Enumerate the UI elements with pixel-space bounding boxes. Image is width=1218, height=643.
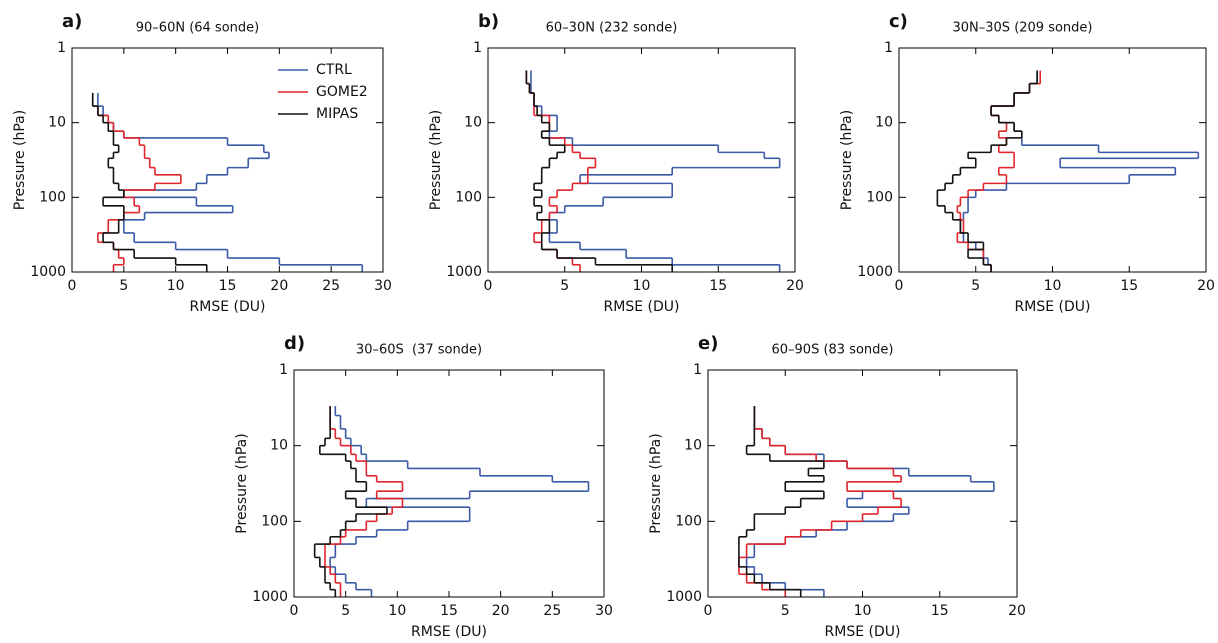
x-tick-label: 10 (167, 278, 185, 294)
x-tick-label: 15 (931, 603, 949, 619)
x-tick-label: 5 (560, 278, 569, 294)
panel-label: c) (889, 11, 908, 32)
panel: b) 60–30N (232 sonde) RMSE (DU) Pressure (h… (428, 11, 804, 315)
plot-frame (487, 47, 796, 273)
x-tick-label: 30 (374, 278, 392, 294)
panel-title: 30N–30S (209 sonde) (953, 21, 1093, 36)
plot-frame (293, 369, 605, 598)
y-tick-label: 10 (464, 115, 482, 131)
legend-label: GOME2 (316, 84, 368, 100)
panel-title: 30–60S (37 sonde) (356, 343, 482, 358)
x-tick-label: 10 (633, 278, 651, 294)
x-tick-label: 0 (290, 603, 299, 619)
y-tick-label: 1 (693, 362, 702, 378)
y-tick-label: 1 (57, 40, 66, 56)
x-tick-label: 20 (1008, 603, 1026, 619)
x-tick-label: 10 (388, 603, 406, 619)
x-tick-label: 5 (119, 278, 128, 294)
panel-title: 60–90S (83 sonde) (771, 343, 893, 358)
y-tick-label: 100 (866, 189, 893, 205)
x-tick-label: 15 (709, 278, 727, 294)
panel: d) 30–60S (37 sonde) RMSE (DU) Pressure (hP… (234, 333, 613, 640)
panel-label: b) (478, 11, 499, 32)
panel: a) 90–60N (64 sonde) RMSE (DU) Pressure (hP… (12, 11, 392, 315)
x-tick-label: 0 (68, 278, 77, 294)
x-tick-label: 0 (704, 603, 713, 619)
panel-label: e) (698, 333, 718, 354)
x-tick-label: 5 (971, 278, 980, 294)
x-tick-label: 10 (1044, 278, 1062, 294)
y-tick-label: 1 (279, 362, 288, 378)
y-tick-label: 1000 (30, 264, 66, 280)
y-tick-label: 10 (875, 115, 893, 131)
y-axis-title: Pressure (hPa) (428, 110, 444, 210)
x-tick-label: 5 (781, 603, 790, 619)
x-tick-label: 20 (492, 603, 510, 619)
x-axis-title: RMSE (DU) (604, 299, 680, 315)
x-tick-label: 0 (895, 278, 904, 294)
y-tick-label: 1000 (252, 589, 288, 605)
x-tick-label: 15 (219, 278, 237, 294)
panel-label: a) (62, 11, 82, 32)
y-tick-label: 10 (270, 438, 288, 454)
panel-title: 60–30N (232 sonde) (546, 21, 678, 36)
x-tick-label: 0 (484, 278, 493, 294)
x-axis-title: RMSE (DU) (825, 624, 901, 640)
x-axis-title: RMSE (DU) (411, 624, 487, 640)
legend-label: CTRL (316, 62, 352, 78)
x-tick-label: 20 (270, 278, 288, 294)
x-tick-label: 15 (1120, 278, 1138, 294)
y-tick-label: 100 (675, 513, 702, 529)
x-tick-label: 10 (854, 603, 872, 619)
x-tick-label: 20 (786, 278, 804, 294)
x-axis-title: RMSE (DU) (190, 299, 266, 315)
y-axis-title: Pressure (hPa) (234, 433, 250, 533)
plot-frame (71, 47, 384, 273)
y-axis-title: Pressure (hPa) (12, 110, 28, 210)
x-tick-label: 30 (595, 603, 613, 619)
y-tick-label: 1 (473, 40, 482, 56)
panel: e) 60–90S (83 sonde) RMSE (DU) Pressure (hP… (648, 333, 1026, 640)
plot-frame (898, 47, 1207, 273)
y-tick-label: 100 (261, 513, 288, 529)
y-tick-label: 10 (684, 438, 702, 454)
legend-label: MIPAS (316, 106, 358, 122)
y-tick-label: 10 (48, 115, 66, 131)
y-tick-label: 1000 (857, 264, 893, 280)
x-tick-label: 5 (341, 603, 350, 619)
plot-frame (707, 369, 1018, 598)
x-tick-label: 25 (322, 278, 340, 294)
panel: c) 30N–30S (209 sonde) RMSE (DU) Pressure (… (839, 11, 1215, 315)
x-tick-label: 25 (543, 603, 561, 619)
y-axis-title: Pressure (hPa) (648, 433, 664, 533)
y-tick-label: 100 (455, 189, 482, 205)
y-axis-title: Pressure (hPa) (839, 110, 855, 210)
x-tick-label: 15 (440, 603, 458, 619)
y-tick-label: 1000 (666, 589, 702, 605)
panel-title: 90–60N (64 sonde) (136, 21, 259, 36)
x-axis-title: RMSE (DU) (1015, 299, 1091, 315)
y-tick-label: 100 (39, 189, 66, 205)
panel-label: d) (284, 333, 305, 354)
y-tick-label: 1 (884, 40, 893, 56)
y-tick-label: 1000 (446, 264, 482, 280)
x-tick-label: 20 (1197, 278, 1215, 294)
